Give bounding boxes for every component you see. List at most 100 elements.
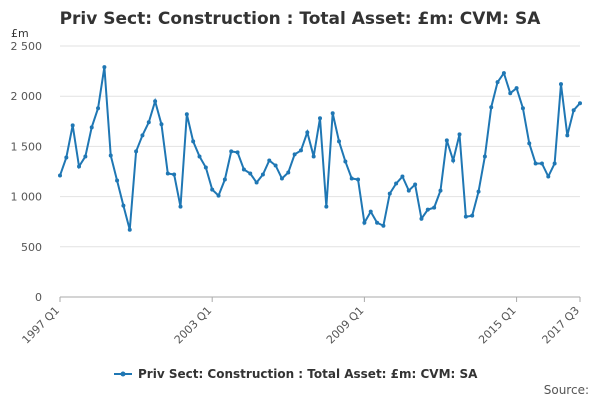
data-point [476, 189, 481, 194]
data-point [578, 101, 582, 106]
data-point [565, 133, 570, 138]
data-point [425, 207, 430, 212]
data-point [413, 182, 418, 187]
data-point [432, 205, 437, 210]
data-point [311, 154, 316, 159]
data-point [89, 125, 94, 130]
data-point [451, 158, 456, 163]
legend-marker-swatch [120, 371, 126, 377]
y-axis-unit-label: £m [11, 27, 29, 40]
data-point [298, 148, 303, 153]
data-point [58, 173, 62, 178]
data-point [362, 220, 367, 225]
y-tick-label: 1 500 [11, 140, 43, 153]
data-point [159, 122, 164, 127]
x-tick-label: 2017 Q3 [540, 304, 583, 347]
data-point [330, 111, 335, 116]
data-point [349, 176, 354, 181]
data-point [178, 204, 183, 209]
data-point [64, 155, 69, 160]
data-point [102, 65, 107, 70]
data-point [558, 82, 563, 87]
data-point [279, 176, 284, 181]
x-tick-label: 1997 Q1 [20, 304, 63, 347]
data-point [318, 116, 322, 121]
data-point [470, 213, 475, 218]
data-point [457, 132, 462, 137]
data-point [527, 141, 532, 146]
data-point [444, 138, 449, 143]
data-point [83, 154, 88, 159]
y-tick-label: 2 000 [11, 90, 43, 103]
data-point [216, 193, 221, 198]
data-point [501, 71, 506, 76]
data-point [533, 161, 538, 166]
data-point [394, 181, 399, 186]
data-point [305, 130, 310, 135]
data-point [146, 120, 151, 125]
data-point [292, 152, 297, 157]
y-tick-label: 500 [21, 241, 42, 254]
data-point [108, 153, 113, 158]
data-point [121, 203, 126, 208]
data-point [222, 177, 227, 182]
y-tick-label: 2 500 [11, 40, 43, 53]
x-tick-label: 2015 Q1 [476, 304, 519, 347]
data-point [400, 174, 405, 179]
data-point [134, 149, 139, 154]
data-point [381, 223, 386, 228]
data-point [387, 191, 392, 196]
data-point [153, 99, 158, 104]
data-point [140, 133, 145, 138]
data-point [286, 170, 291, 175]
chart-title: Priv Sect: Construction : Total Asset: £… [60, 9, 542, 29]
data-point [235, 150, 240, 155]
y-axis-ticks: 0 500 1 000 1 500 2 000 2 500 [11, 40, 43, 304]
data-point [438, 188, 443, 193]
legend-label: Priv Sect: Construction : Total Asset: £… [138, 367, 478, 381]
data-point [165, 171, 170, 176]
data-point [546, 174, 551, 179]
data-point [191, 139, 196, 144]
data-point [520, 106, 525, 111]
data-point [203, 165, 208, 170]
data-point [375, 220, 380, 225]
data-point [489, 105, 494, 110]
data-point [241, 167, 246, 172]
data-point [172, 172, 177, 177]
data-point [368, 209, 373, 214]
data-point [552, 161, 557, 166]
data-point [571, 108, 576, 113]
data-point [184, 112, 189, 117]
data-point [254, 180, 259, 185]
data-point [356, 177, 361, 182]
data-point [337, 139, 342, 144]
y-tick-label: 0 [35, 291, 42, 304]
data-point [115, 178, 120, 183]
data-point [482, 154, 487, 159]
data-point [324, 204, 329, 209]
data-point [70, 123, 75, 128]
data-point [539, 161, 544, 166]
data-point [406, 188, 411, 193]
data-point [210, 187, 215, 192]
data-point [463, 214, 468, 219]
source-label: Source: [544, 383, 589, 397]
data-point [260, 172, 265, 177]
data-point [343, 159, 348, 164]
data-point [419, 216, 424, 221]
series-points [58, 65, 582, 232]
x-axis-ticks: 1997 Q1 2003 Q1 2009 Q1 2015 Q1 2017 Q3 [20, 297, 583, 347]
data-point [514, 86, 519, 91]
legend[interactable]: Priv Sect: Construction : Total Asset: £… [114, 367, 478, 381]
data-point [495, 80, 500, 85]
x-tick-label: 2009 Q1 [324, 304, 367, 347]
data-point [248, 171, 253, 176]
data-point [77, 164, 82, 169]
data-point [267, 158, 272, 163]
data-point [229, 149, 234, 154]
data-point [273, 163, 278, 168]
data-point [96, 106, 101, 111]
data-point [197, 154, 202, 159]
